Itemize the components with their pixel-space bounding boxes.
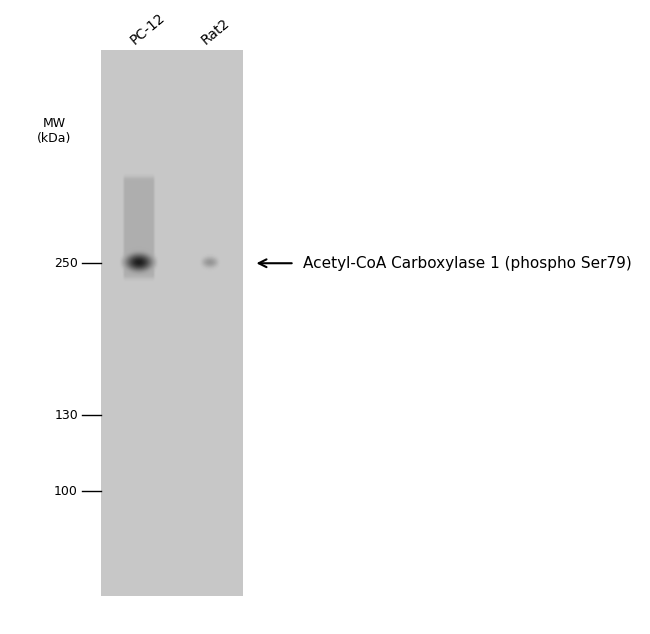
Text: 250: 250 xyxy=(54,257,78,269)
Text: 130: 130 xyxy=(54,409,78,422)
Text: PC-12: PC-12 xyxy=(127,11,168,48)
Text: Rat2: Rat2 xyxy=(198,16,232,48)
Text: 100: 100 xyxy=(54,485,78,498)
Bar xyxy=(101,51,242,596)
Text: Acetyl-CoA Carboxylase 1 (phospho Ser79): Acetyl-CoA Carboxylase 1 (phospho Ser79) xyxy=(303,256,631,271)
Text: MW
(kDa): MW (kDa) xyxy=(37,117,72,145)
